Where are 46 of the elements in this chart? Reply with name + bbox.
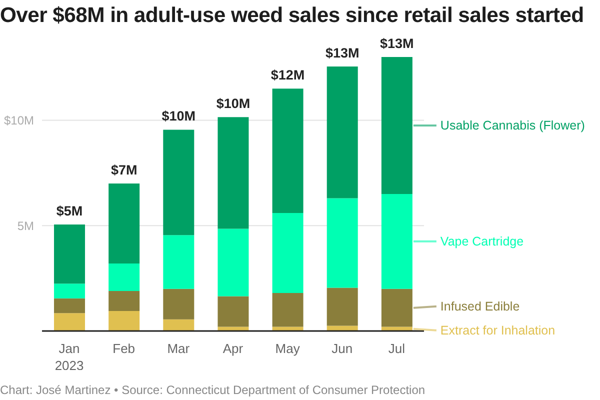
bar (218, 228, 249, 296)
total-label: $13M (325, 45, 360, 60)
bar (326, 198, 358, 288)
bar (108, 183, 140, 264)
legend-label: Vape Cartridge (440, 234, 524, 248)
bar (326, 288, 358, 326)
bar (163, 288, 194, 320)
total-label: $10M (162, 108, 196, 124)
bar (163, 319, 194, 331)
text: Chart: José Martinez • Source: Connecticut Department of Consumer Protection (0, 383, 426, 397)
x-tick-label: Mar (167, 341, 190, 356)
bar (54, 284, 86, 298)
legend-label: Extract for Inhalation (440, 323, 556, 338)
x-tick-label: Feb (112, 341, 136, 356)
bar (381, 57, 412, 194)
bar (54, 224, 86, 284)
bar (272, 293, 304, 327)
x-tick-label: Jun (332, 341, 353, 356)
bar (108, 264, 140, 291)
bar (272, 88, 304, 213)
y-tick-label: 5M (17, 218, 34, 233)
total-label: $13M (380, 36, 414, 51)
chart-title: Over $68M in adult-use weed sales since retail sales started (0, 4, 585, 28)
bar (54, 298, 86, 314)
total-label: $5M (56, 204, 83, 219)
bar (218, 296, 249, 327)
bar (381, 194, 412, 289)
bar (108, 290, 140, 311)
bar (108, 310, 140, 331)
legend-label: Usable Cannabis (Flower) (440, 118, 585, 132)
bar (326, 326, 358, 331)
bar (326, 66, 358, 198)
bar (218, 117, 249, 229)
bar (381, 288, 412, 327)
x-tick-label: Jul (388, 341, 406, 356)
bar (272, 212, 304, 294)
x-tick-label: Jan 2023 (54, 341, 84, 373)
total-label: $7M (110, 162, 138, 178)
total-label: $10M (216, 96, 250, 112)
bar (54, 313, 86, 331)
total-label: $12M (270, 68, 305, 83)
x-tick-label: May (275, 341, 300, 356)
bar (163, 130, 194, 236)
bar (163, 235, 194, 289)
x-tick-label: Apr (222, 341, 244, 356)
legend-label: Infused Edible (440, 299, 520, 314)
